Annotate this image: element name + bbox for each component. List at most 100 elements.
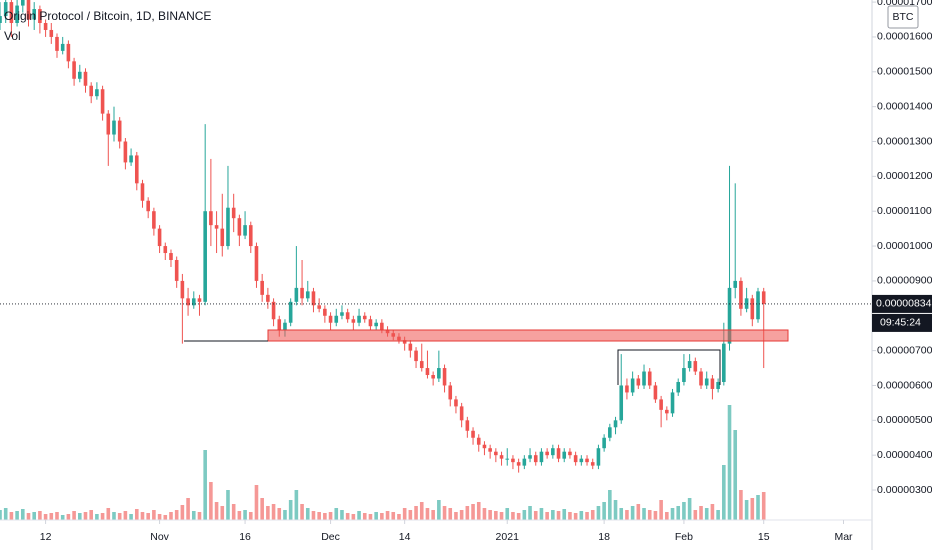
candle-body: [590, 462, 595, 466]
candle-body: [419, 361, 424, 369]
volume-bar: [26, 513, 31, 520]
volume-bar: [38, 511, 42, 520]
volume-bar: [231, 504, 236, 520]
candle-body: [283, 322, 287, 330]
volume-bar: [112, 512, 116, 520]
candle-body: [134, 155, 139, 184]
candle-body: [585, 458, 589, 463]
volume-bar: [459, 510, 464, 520]
candle-body: [191, 298, 196, 306]
volume-bar: [573, 513, 578, 520]
volume-bar: [716, 510, 720, 520]
plot: [0, 0, 872, 520]
y-tick-label: 0.00001300: [877, 135, 932, 147]
candle-body: [340, 312, 344, 316]
y-tick-label: 0.00001500: [877, 66, 932, 78]
candle-body: [573, 455, 578, 463]
y-tick-label: 0.00001100: [877, 205, 932, 217]
x-tick-label: 18: [598, 531, 610, 543]
candle-body: [77, 71, 82, 79]
x-tick-label: Feb: [675, 531, 693, 543]
volume-bar: [516, 513, 521, 520]
volume-bar: [15, 511, 19, 520]
candle-body: [300, 287, 304, 299]
volume-bar: [425, 508, 430, 520]
volume-bar: [260, 498, 264, 520]
candle-body: [32, 9, 36, 20]
candle-body: [3, 2, 8, 17]
volume-bar: [590, 510, 595, 520]
candle-body: [328, 315, 333, 323]
volume-bar: [197, 512, 202, 520]
candle-body: [174, 260, 179, 281]
candle-body: [334, 315, 339, 323]
candle-body: [568, 451, 572, 456]
volume-bar: [123, 511, 128, 520]
candle-body: [163, 246, 168, 254]
volume-bar: [254, 485, 259, 520]
volume-bar: [528, 506, 532, 520]
volume-bar: [579, 511, 584, 520]
volume-bar: [328, 512, 333, 520]
volume-bar: [317, 512, 321, 520]
candle-body: [152, 211, 156, 229]
volume-bar: [100, 513, 105, 520]
candle-body: [323, 308, 327, 316]
volume-bar: [374, 512, 378, 520]
volume-bar: [539, 508, 544, 520]
candle-body: [380, 322, 384, 330]
volume-bar: [733, 430, 738, 520]
volume-bar: [511, 512, 515, 520]
candle-body: [220, 228, 225, 247]
volume-bar: [191, 511, 196, 520]
volume-bar: [551, 510, 555, 520]
currency-badge[interactable]: [887, 5, 919, 29]
candle-body: [704, 378, 709, 386]
candle-body: [625, 385, 629, 393]
volume-bar: [482, 508, 487, 520]
candle-body: [129, 155, 133, 163]
volume-bar: [288, 500, 293, 520]
candle-body: [38, 9, 42, 24]
candle-body: [630, 378, 635, 393]
volume-bar: [106, 508, 111, 520]
volume-bar: [687, 498, 692, 520]
countdown-box: [872, 313, 932, 332]
candle-body: [72, 61, 76, 79]
volume-bar: [727, 405, 732, 520]
volume-bar: [49, 513, 54, 520]
candle-body: [277, 319, 282, 330]
volume-bar: [152, 510, 156, 520]
candle-body: [414, 350, 418, 362]
volume-bar: [465, 506, 470, 520]
volume-bar: [311, 511, 316, 520]
candle-body: [511, 458, 515, 463]
candle-body: [716, 381, 720, 389]
candle-body: [710, 378, 715, 389]
candle-body: [20, 0, 25, 6]
volume-bar: [163, 515, 168, 520]
candle-body: [687, 361, 692, 369]
volume-bar: [271, 504, 276, 520]
volume-bar: [243, 510, 247, 520]
candle-body: [613, 420, 618, 428]
last-price-box: [872, 294, 932, 313]
volume-bar: [129, 514, 133, 520]
volume-bar: [385, 511, 390, 520]
volume-bar: [362, 513, 367, 520]
volume-bar: [77, 513, 82, 520]
volume-bar: [642, 508, 646, 520]
volume-bar: [32, 512, 36, 520]
candle-body: [471, 430, 475, 438]
candle-body: [488, 448, 492, 452]
volume-bar: [117, 513, 122, 520]
candle-body: [203, 211, 207, 302]
chart-title: Origin Protocol / Bitcoin, 1D, BINANCE: [4, 9, 211, 23]
volume-bar: [334, 508, 339, 520]
candle-body: [653, 385, 658, 400]
volume-bar: [471, 504, 475, 520]
volume-bar: [95, 514, 99, 520]
volume-bar: [437, 500, 441, 520]
candle-body: [357, 315, 361, 323]
y-tick-label: 0.00000300: [877, 484, 932, 496]
